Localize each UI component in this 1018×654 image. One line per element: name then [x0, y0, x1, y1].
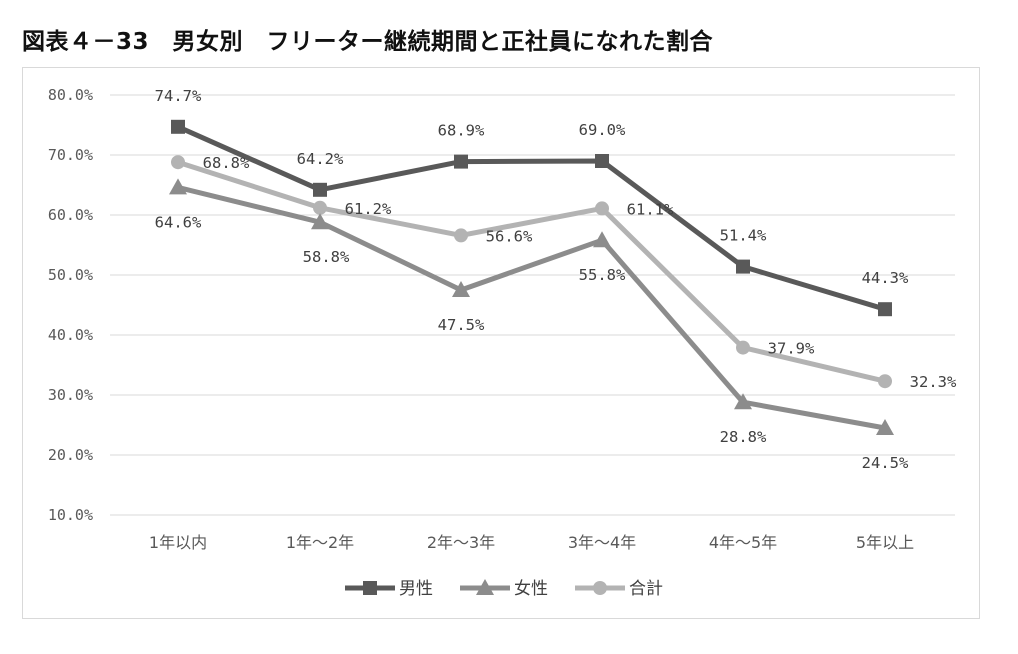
data-point-marker [311, 213, 329, 230]
y-tick-label: 70.0% [48, 146, 93, 164]
data-label: 51.4% [720, 227, 767, 245]
data-point-marker [876, 419, 894, 435]
data-point-marker [734, 393, 752, 410]
legend-label: 男性 [399, 579, 433, 599]
figure-title: 図表４－33 男女別 フリーター継続期間と正社員になれた割合 [22, 29, 714, 55]
data-label: 64.6% [155, 213, 202, 231]
data-label: 68.8% [203, 154, 250, 172]
data-label: 74.7% [155, 87, 202, 105]
data-point-marker [878, 302, 892, 317]
y-tick-label: 30.0% [48, 386, 93, 404]
legend-label: 女性 [514, 579, 548, 599]
y-tick-label: 50.0% [48, 266, 93, 284]
data-label: 44.3% [862, 269, 909, 287]
data-label: 32.3% [910, 373, 957, 391]
data-point-marker [313, 200, 327, 215]
y-tick-label: 10.0% [48, 506, 93, 524]
data-label: 69.0% [579, 121, 626, 139]
x-category-label: 3年～4年 [568, 533, 636, 552]
series-line-男性 [176, 124, 886, 312]
data-label: 56.6% [486, 227, 533, 245]
y-tick-label: 40.0% [48, 326, 93, 344]
data-point-marker [169, 178, 187, 195]
data-point-marker [736, 259, 750, 274]
data-label: 37.9% [768, 340, 815, 358]
data-label: 28.8% [720, 428, 767, 446]
data-label: 47.5% [438, 316, 485, 334]
data-point-marker [595, 154, 609, 168]
y-tick-label: 20.0% [48, 446, 93, 464]
legend-marker [476, 579, 494, 595]
data-label: 64.2% [297, 150, 344, 168]
legend-marker [593, 581, 607, 595]
data-point-marker [454, 228, 468, 243]
data-point-marker [171, 155, 185, 170]
x-category-label: 1年～2年 [286, 533, 354, 552]
x-category-label: 2年～3年 [427, 533, 495, 552]
x-category-label: 4年～5年 [709, 533, 777, 552]
data-point-marker [736, 340, 750, 355]
data-point-marker [593, 231, 611, 248]
x-category-label: 5年以上 [856, 533, 914, 552]
data-label: 61.2% [345, 200, 392, 218]
data-label: 55.8% [579, 266, 626, 284]
legend-label: 合計 [629, 579, 663, 599]
data-label: 58.8% [303, 248, 350, 266]
y-tick-label: 80.0% [48, 86, 93, 104]
data-point-marker [878, 374, 892, 389]
series-line-女性 [177, 184, 886, 431]
x-category-label: 1年以内 [149, 533, 207, 552]
series-line-合計 [177, 159, 886, 384]
data-point-marker [452, 281, 470, 297]
data-point-marker [313, 182, 327, 197]
data-point-marker [454, 154, 468, 169]
data-label: 61.1% [627, 200, 674, 218]
data-label: 24.5% [862, 454, 909, 472]
y-tick-label: 60.0% [48, 206, 93, 224]
data-point-marker [595, 201, 609, 216]
data-point-marker [171, 119, 185, 134]
data-label: 68.9% [438, 122, 485, 140]
legend-marker [363, 581, 377, 595]
